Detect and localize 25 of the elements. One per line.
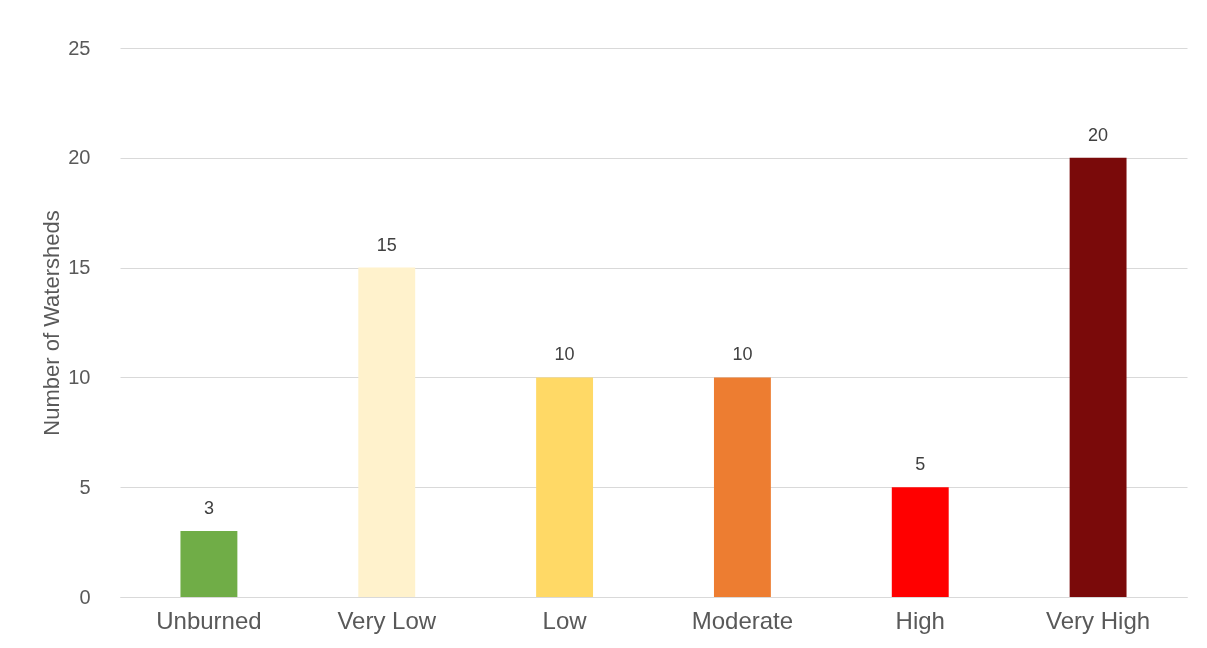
x-tick-label: Low bbox=[542, 606, 588, 634]
x-tick-label: Very High bbox=[1046, 606, 1151, 634]
x-tick-label: Moderate bbox=[691, 606, 794, 634]
x-tick-label: Unburned bbox=[156, 606, 262, 634]
data-label: 5 bbox=[915, 454, 926, 475]
bar bbox=[180, 531, 238, 597]
data-label: 10 bbox=[554, 344, 575, 365]
y-tick-label: 10 bbox=[68, 365, 91, 388]
bar bbox=[536, 377, 594, 597]
data-label: 10 bbox=[732, 344, 753, 365]
y-tick-label: 0 bbox=[79, 585, 91, 608]
x-tick-label: Very Low bbox=[337, 606, 437, 634]
bar bbox=[358, 267, 416, 597]
y-axis-title: Number of Watersheds bbox=[39, 210, 65, 436]
y-tick-label: 5 bbox=[79, 475, 91, 498]
data-label: 3 bbox=[203, 498, 214, 519]
y-tick-label: 25 bbox=[68, 36, 91, 59]
bar bbox=[713, 377, 771, 597]
y-tick-label: 15 bbox=[68, 256, 91, 279]
y-tick-label: 20 bbox=[68, 146, 91, 169]
bar bbox=[1069, 157, 1127, 597]
data-label: 20 bbox=[1088, 124, 1109, 145]
bar bbox=[891, 487, 949, 597]
data-label: 15 bbox=[376, 234, 397, 255]
x-tick-label: High bbox=[895, 606, 945, 634]
